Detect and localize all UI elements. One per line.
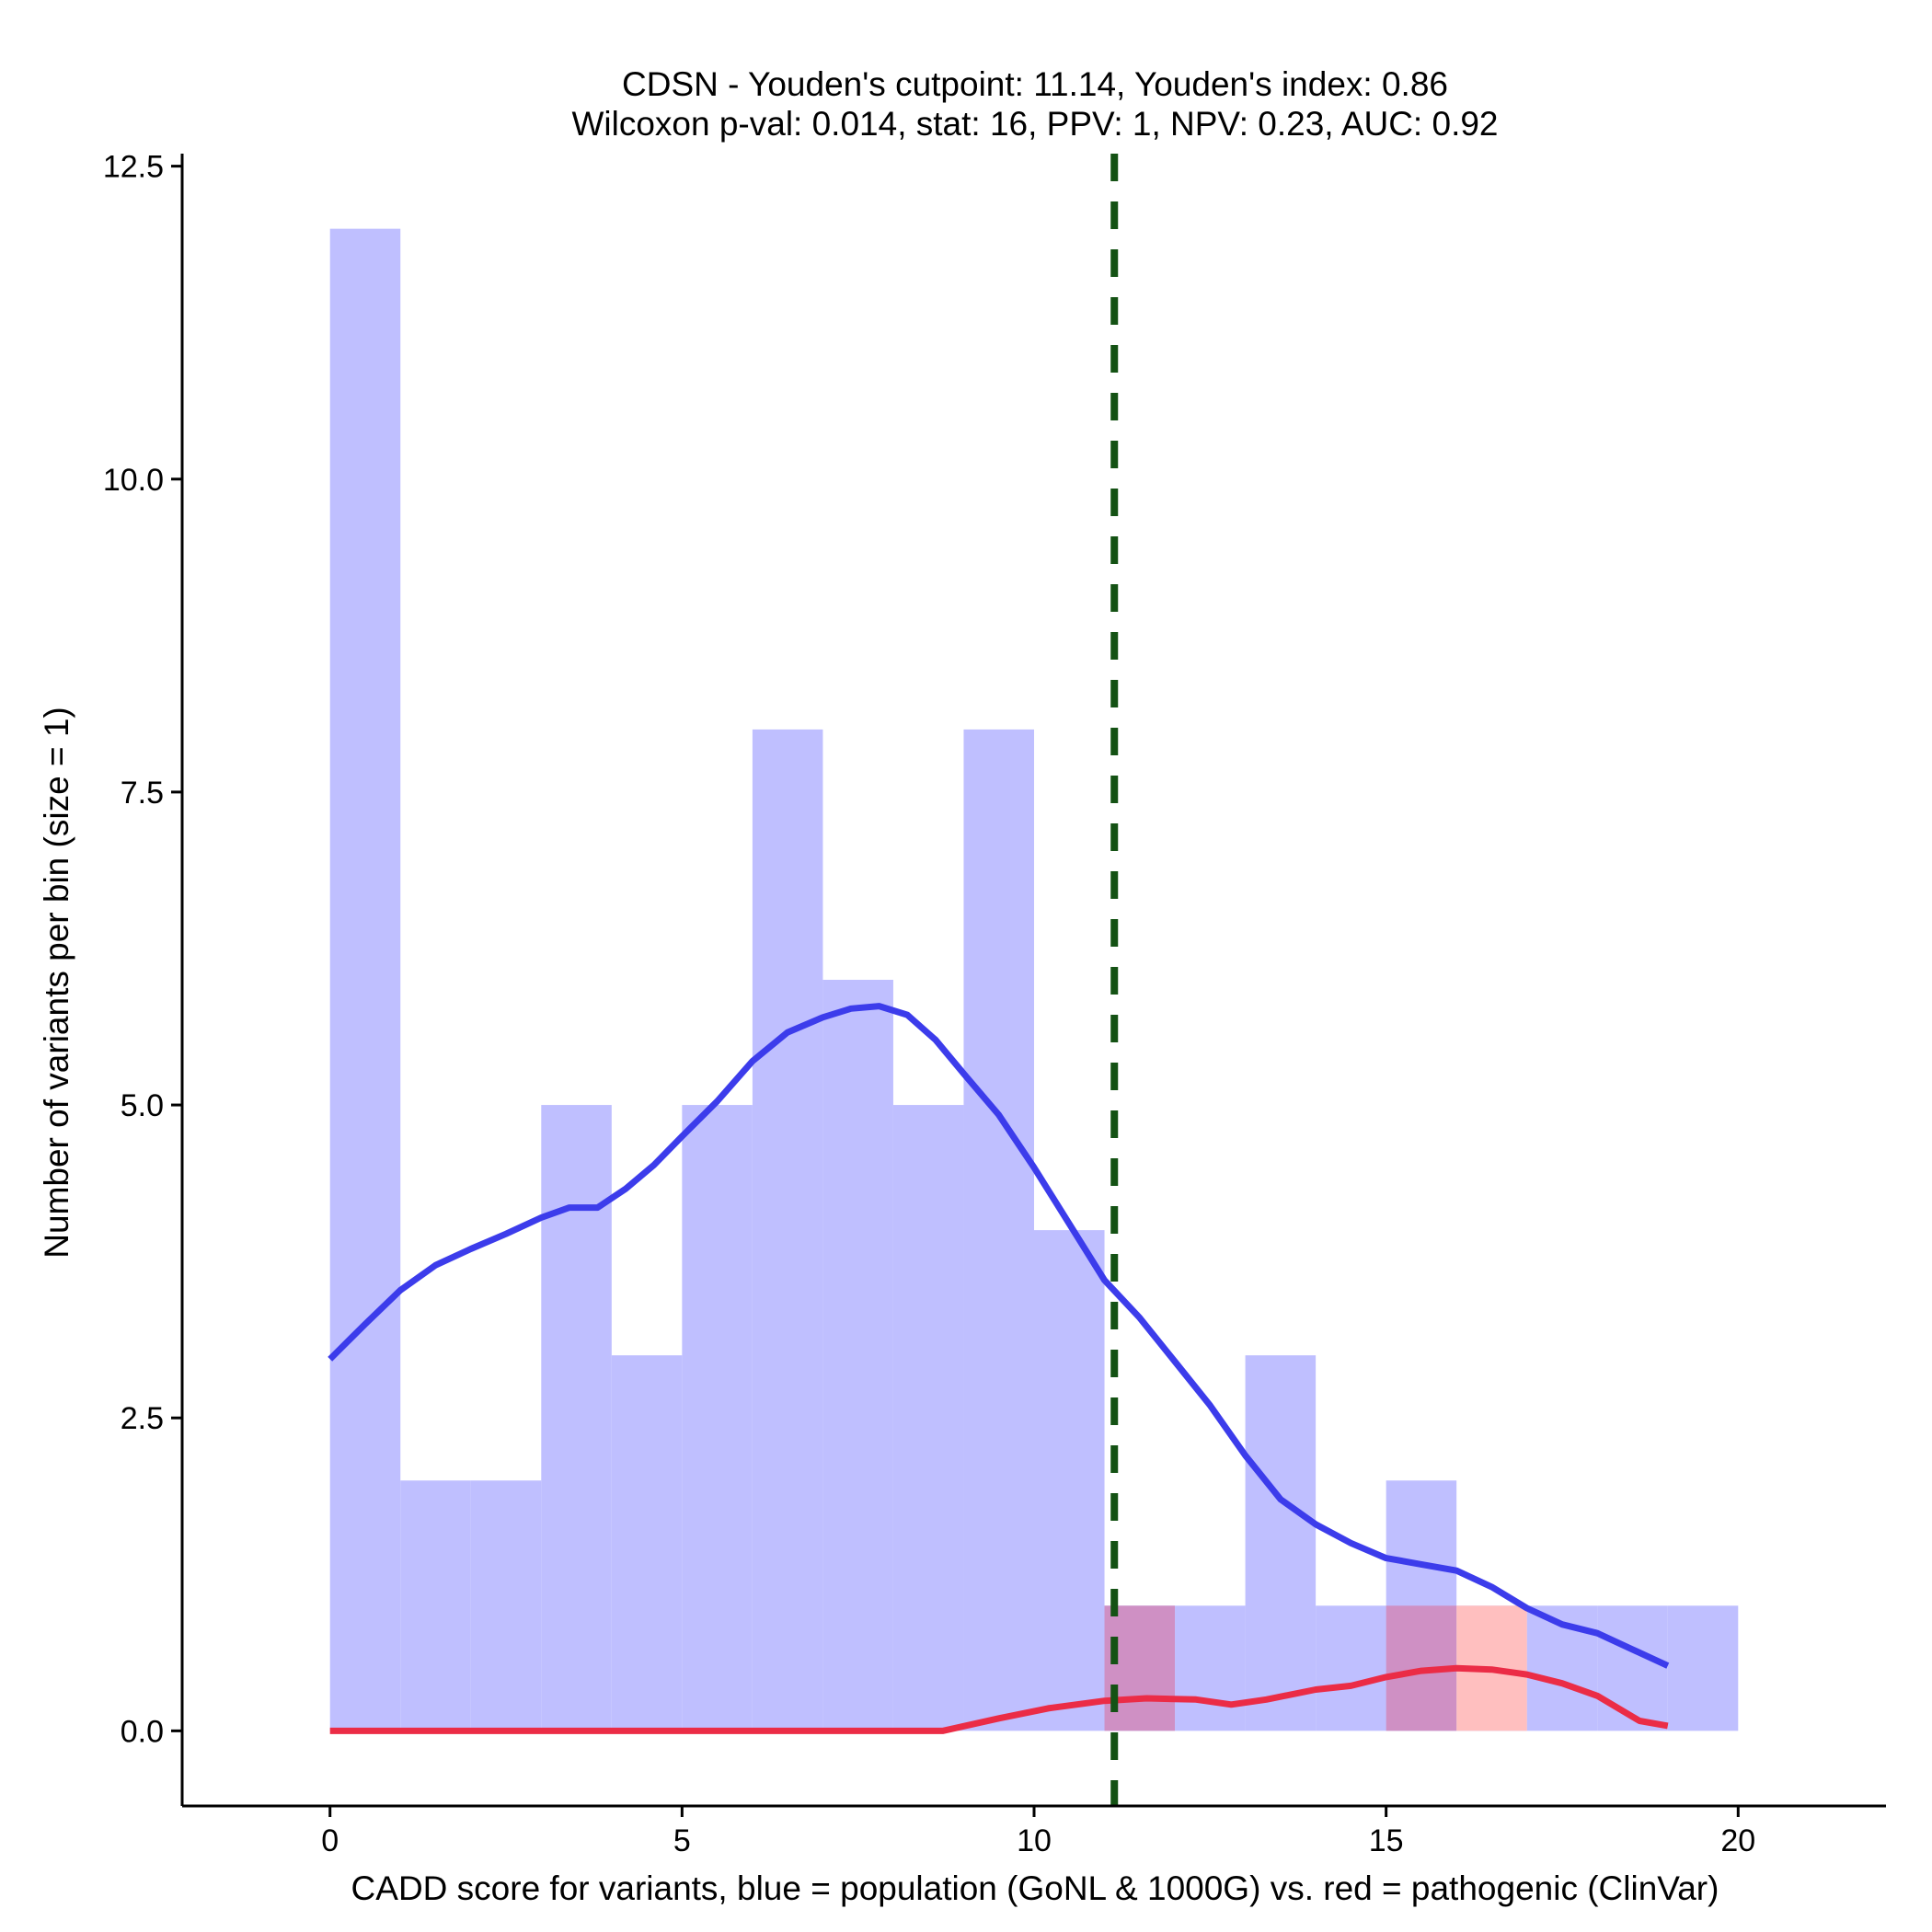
population-bar-0 [329,228,401,1731]
population-bar-18 [1597,1605,1668,1731]
x-tick-label-1: 5 [673,1823,691,1858]
population-bar-14 [1316,1605,1386,1731]
population-bar-9 [963,729,1034,1731]
y-tick-label-4: 10.0 [103,463,164,498]
population-bar-8 [892,1105,964,1731]
population-bar-12 [1175,1605,1246,1731]
chart-title-line1: CDSN - Youden's cutpoint: 11.14, Youden'… [622,65,1448,103]
population-bar-19 [1667,1605,1739,1731]
population-bar-3 [541,1105,612,1731]
population-bar-13 [1245,1355,1317,1731]
population-bar-5 [682,1105,753,1731]
y-tick-label-1: 2.5 [121,1401,164,1436]
x-axis-label: CADD score for variants, blue = populati… [351,1869,1719,1907]
population-density-line [328,1003,1670,1669]
population-bar-4 [611,1355,683,1731]
axes: 0.0 2.5 5.0 7.5 10.0 12.5 0 5 10 15 20 [103,150,1886,1858]
chart-title-line2: Wilcoxon p-val: 0.014, stat: 16, PPV: 1,… [571,105,1498,143]
population-bar-1 [400,1480,471,1731]
y-tick-label-3: 7.5 [121,776,164,811]
x-tick-label-4: 20 [1720,1823,1755,1858]
pathogenic-density-line [329,1664,1669,1734]
x-tick-label-3: 15 [1369,1823,1404,1858]
y-tick-label-2: 5.0 [121,1088,164,1123]
y-axis-label: Number of variants per bin (size = 1) [38,707,75,1258]
y-tick-label-0: 0.0 [121,1714,164,1749]
histogram-bars [329,228,1739,1731]
population-bar-6 [752,729,823,1731]
population-bar-2 [470,1480,542,1731]
population-bar-10 [1034,1230,1105,1731]
density-lines [328,1003,1670,1734]
x-tick-label-2: 10 [1017,1823,1052,1858]
x-tick-label-0: 0 [321,1823,339,1858]
population-bar-7 [822,980,893,1731]
y-tick-label-5: 12.5 [103,150,164,185]
